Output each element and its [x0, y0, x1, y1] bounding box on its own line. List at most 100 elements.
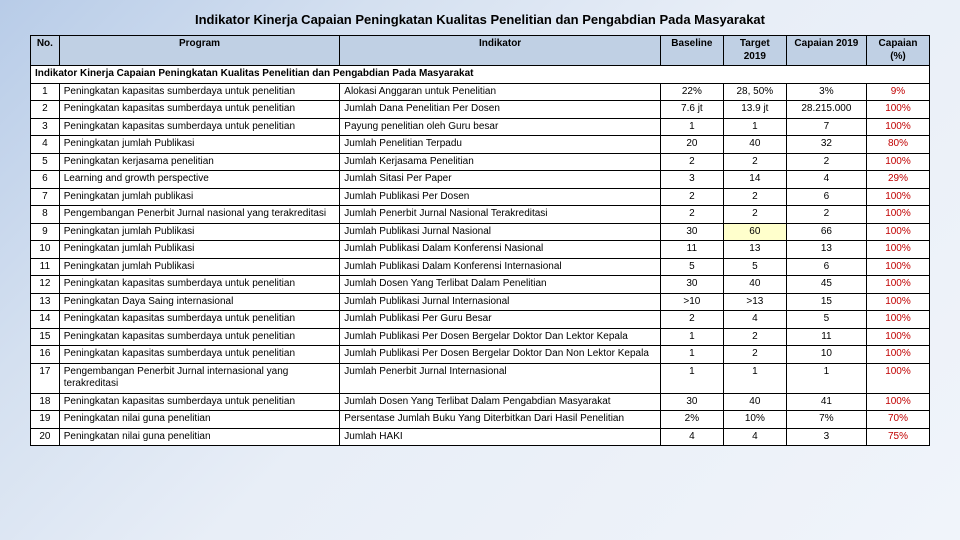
cell-baseline: 2% — [660, 411, 723, 429]
cell-program: Peningkatan nilai guna penelitian — [59, 428, 340, 446]
cell-capaian: 3 — [786, 428, 866, 446]
table-row: 16Peningkatan kapasitas sumberdaya untuk… — [31, 346, 930, 364]
section-row: Indikator Kinerja Capaian Peningkatan Ku… — [31, 66, 930, 84]
cell-pct: 100% — [866, 328, 929, 346]
th-baseline: Baseline — [660, 36, 723, 66]
table-row: 9Peningkatan jumlah PublikasiJumlah Publ… — [31, 223, 930, 241]
cell-pct: 100% — [866, 311, 929, 329]
table-row: 4Peningkatan jumlah PublikasiJumlah Pene… — [31, 136, 930, 154]
cell-pct: 100% — [866, 393, 929, 411]
cell-capaian: 7% — [786, 411, 866, 429]
cell-program: Peningkatan kapasitas sumberdaya untuk p… — [59, 311, 340, 329]
cell-indikator: Jumlah Publikasi Dalam Konferensi Nasion… — [340, 241, 661, 259]
cell-no: 6 — [31, 171, 60, 189]
cell-pct: 80% — [866, 136, 929, 154]
cell-indikator: Jumlah Kerjasama Penelitian — [340, 153, 661, 171]
cell-baseline: 1 — [660, 118, 723, 136]
cell-baseline: 30 — [660, 393, 723, 411]
cell-baseline: >10 — [660, 293, 723, 311]
cell-capaian: 7 — [786, 118, 866, 136]
table-row: 10Peningkatan jumlah PublikasiJumlah Pub… — [31, 241, 930, 259]
cell-pct: 9% — [866, 83, 929, 101]
cell-indikator: Alokasi Anggaran untuk Penelitian — [340, 83, 661, 101]
cell-capaian: 10 — [786, 346, 866, 364]
cell-target: 2 — [723, 206, 786, 224]
cell-program: Peningkatan kapasitas sumberdaya untuk p… — [59, 118, 340, 136]
cell-program: Peningkatan nilai guna penelitian — [59, 411, 340, 429]
cell-target: 10% — [723, 411, 786, 429]
cell-indikator: Jumlah Publikasi Jurnal Internasional — [340, 293, 661, 311]
cell-pct: 100% — [866, 118, 929, 136]
cell-pct: 29% — [866, 171, 929, 189]
cell-capaian: 1 — [786, 363, 866, 393]
cell-target: 13 — [723, 241, 786, 259]
th-program: Program — [59, 36, 340, 66]
cell-baseline: 22% — [660, 83, 723, 101]
cell-target: 40 — [723, 393, 786, 411]
cell-program: Learning and growth perspective — [59, 171, 340, 189]
table-row: 7Peningkatan jumlah publikasiJumlah Publ… — [31, 188, 930, 206]
th-no: No. — [31, 36, 60, 66]
cell-indikator: Jumlah Penelitian Terpadu — [340, 136, 661, 154]
table-row: 17Pengembangan Penerbit Jurnal internasi… — [31, 363, 930, 393]
cell-indikator: Jumlah Dana Penelitian Per Dosen — [340, 101, 661, 119]
th-target: Target 2019 — [723, 36, 786, 66]
cell-no: 4 — [31, 136, 60, 154]
cell-no: 10 — [31, 241, 60, 259]
cell-capaian: 6 — [786, 258, 866, 276]
cell-no: 2 — [31, 101, 60, 119]
cell-program: Peningkatan kapasitas sumberdaya untuk p… — [59, 346, 340, 364]
cell-indikator: Jumlah Publikasi Jurnal Nasional — [340, 223, 661, 241]
table-row: 6Learning and growth perspectiveJumlah S… — [31, 171, 930, 189]
table-row: 18Peningkatan kapasitas sumberdaya untuk… — [31, 393, 930, 411]
cell-program: Peningkatan kapasitas sumberdaya untuk p… — [59, 276, 340, 294]
cell-baseline: 4 — [660, 428, 723, 446]
cell-no: 13 — [31, 293, 60, 311]
table-row: 8Pengembangan Penerbit Jurnal nasional y… — [31, 206, 930, 224]
cell-capaian: 13 — [786, 241, 866, 259]
cell-baseline: 7.6 jt — [660, 101, 723, 119]
cell-program: Peningkatan kapasitas sumberdaya untuk p… — [59, 83, 340, 101]
cell-pct: 100% — [866, 258, 929, 276]
page-title: Indikator Kinerja Capaian Peningkatan Ku… — [30, 12, 930, 27]
cell-capaian: 11 — [786, 328, 866, 346]
table-row: 2Peningkatan kapasitas sumberdaya untuk … — [31, 101, 930, 119]
table-row: 15Peningkatan kapasitas sumberdaya untuk… — [31, 328, 930, 346]
cell-baseline: 2 — [660, 311, 723, 329]
cell-indikator: Jumlah Publikasi Per Guru Besar — [340, 311, 661, 329]
cell-target: 5 — [723, 258, 786, 276]
cell-no: 16 — [31, 346, 60, 364]
cell-capaian: 66 — [786, 223, 866, 241]
cell-pct: 100% — [866, 346, 929, 364]
cell-target: 40 — [723, 136, 786, 154]
cell-target: 2 — [723, 188, 786, 206]
cell-baseline: 3 — [660, 171, 723, 189]
cell-capaian: 41 — [786, 393, 866, 411]
cell-program: Pengembangan Penerbit Jurnal internasion… — [59, 363, 340, 393]
table-row: 1Peningkatan kapasitas sumberdaya untuk … — [31, 83, 930, 101]
cell-no: 12 — [31, 276, 60, 294]
cell-no: 15 — [31, 328, 60, 346]
cell-pct: 100% — [866, 276, 929, 294]
cell-capaian: 32 — [786, 136, 866, 154]
header-row: No. Program Indikator Baseline Target 20… — [31, 36, 930, 66]
cell-program: Peningkatan jumlah Publikasi — [59, 258, 340, 276]
cell-indikator: Jumlah Dosen Yang Terlibat Dalam Penelit… — [340, 276, 661, 294]
cell-indikator: Jumlah Sitasi Per Paper — [340, 171, 661, 189]
cell-capaian: 2 — [786, 206, 866, 224]
table-row: 11Peningkatan jumlah PublikasiJumlah Pub… — [31, 258, 930, 276]
cell-no: 11 — [31, 258, 60, 276]
cell-capaian: 45 — [786, 276, 866, 294]
cell-pct: 100% — [866, 188, 929, 206]
cell-baseline: 2 — [660, 153, 723, 171]
cell-pct: 75% — [866, 428, 929, 446]
cell-indikator: Jumlah Publikasi Per Dosen — [340, 188, 661, 206]
cell-no: 19 — [31, 411, 60, 429]
cell-no: 9 — [31, 223, 60, 241]
cell-indikator: Jumlah Publikasi Dalam Konferensi Intern… — [340, 258, 661, 276]
cell-capaian: 5 — [786, 311, 866, 329]
cell-baseline: 1 — [660, 346, 723, 364]
cell-pct: 100% — [866, 241, 929, 259]
cell-target: 13.9 jt — [723, 101, 786, 119]
cell-program: Peningkatan jumlah Publikasi — [59, 241, 340, 259]
